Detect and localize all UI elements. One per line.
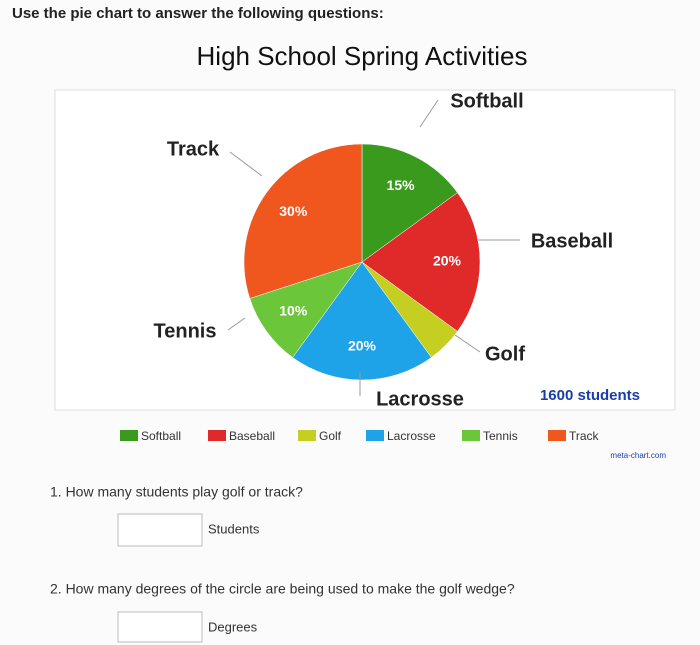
answer-input[interactable] bbox=[117, 513, 203, 547]
credit: meta-chart.com bbox=[610, 451, 666, 460]
annotation: 1600 students bbox=[540, 387, 640, 404]
legend-label: Lacrosse bbox=[387, 429, 436, 443]
pie-slice bbox=[361, 192, 481, 332]
legend-swatch bbox=[208, 430, 226, 441]
slice-label: 20% bbox=[433, 253, 462, 269]
legend-swatch bbox=[120, 430, 138, 441]
legend-swatch bbox=[548, 430, 566, 441]
category-label: Softball bbox=[450, 90, 523, 112]
category-label: Golf bbox=[485, 343, 525, 365]
legend-swatch bbox=[366, 430, 384, 441]
leader-line bbox=[454, 334, 481, 353]
answer-unit: Degrees bbox=[208, 619, 258, 634]
pie-slice bbox=[292, 261, 432, 381]
question-text: 1. How many students play golf or track? bbox=[50, 484, 303, 500]
category-label: Track bbox=[167, 138, 220, 160]
legend-swatch bbox=[462, 430, 480, 441]
legend-label: Softball bbox=[141, 429, 181, 443]
category-label: Lacrosse bbox=[376, 388, 464, 410]
category-label: Baseball bbox=[531, 230, 613, 252]
instruction: Use the pie chart to answer the followin… bbox=[12, 5, 384, 22]
slice-label: 15% bbox=[387, 177, 416, 193]
chart-title: High School Spring Activities bbox=[197, 41, 528, 71]
slice-label: 10% bbox=[279, 303, 308, 319]
category-label: Tennis bbox=[154, 320, 217, 342]
slice-label: 30% bbox=[279, 203, 308, 219]
question-text: 2. How many degrees of the circle are be… bbox=[50, 581, 515, 597]
legend-label: Golf bbox=[319, 429, 342, 443]
slice-label: 20% bbox=[348, 338, 377, 354]
pie-slice bbox=[243, 143, 363, 299]
answer-input[interactable] bbox=[117, 611, 203, 643]
answer-unit: Students bbox=[208, 521, 260, 536]
leader-line bbox=[419, 99, 439, 128]
legend-label: Tennis bbox=[483, 429, 518, 443]
legend-swatch bbox=[298, 430, 316, 441]
pie-slice bbox=[361, 143, 458, 263]
pie-slice bbox=[249, 261, 363, 358]
legend-label: Track bbox=[569, 429, 600, 443]
legend-label: Baseball bbox=[229, 429, 275, 443]
leader-line bbox=[227, 317, 246, 331]
leader-line bbox=[229, 151, 263, 177]
